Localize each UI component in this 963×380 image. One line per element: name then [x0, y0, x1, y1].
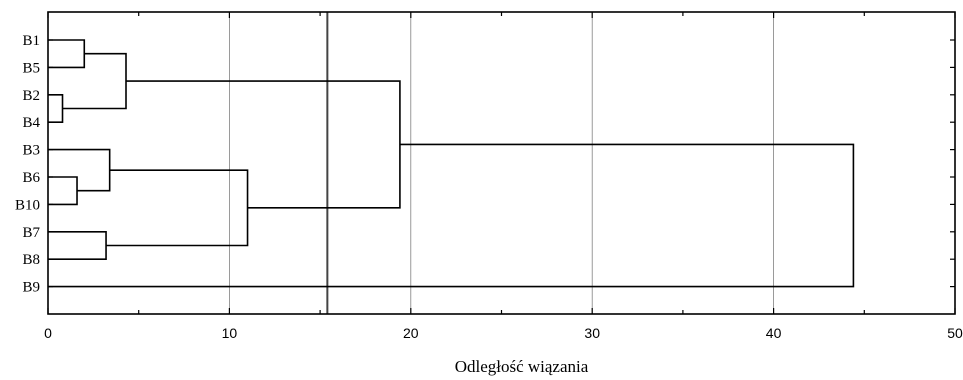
- dendrogram-link: [48, 39, 86, 69]
- x-tick-label: 40: [766, 325, 782, 341]
- x-axis-title: Odległość wiązania: [455, 357, 589, 376]
- leaf-labels: B1 B5 B2 B4 B3 B6 B10 B7 B8 B9: [15, 33, 41, 296]
- x-tick-label: 50: [947, 325, 963, 341]
- leaf-label: B1: [22, 33, 40, 49]
- x-tick-label: 30: [584, 325, 600, 341]
- dendrogram-link: [62, 52, 127, 110]
- leaf-label: B4: [22, 115, 40, 131]
- dendrogram-link: [126, 80, 401, 209]
- dendrogram-link: [48, 231, 107, 260]
- leaf-label: B10: [15, 197, 40, 213]
- dendrogram-links: [48, 39, 855, 288]
- dendrogram-link: [48, 143, 855, 288]
- x-tick-label: 20: [403, 325, 419, 341]
- plot-frame: [47, 11, 956, 315]
- dendrogram-link: [106, 169, 249, 247]
- x-tick-label: 10: [222, 325, 238, 341]
- leaf-label: B6: [22, 170, 40, 186]
- leaf-label: B9: [22, 280, 40, 296]
- x-tick-label: 0: [44, 325, 52, 341]
- axis-ticks: [47, 12, 956, 314]
- x-tick-labels: 0 10 20 30 40 50: [44, 325, 963, 341]
- leaf-label: B7: [22, 225, 40, 241]
- leaf-label: B5: [22, 60, 40, 76]
- dendrogram-link: [48, 94, 64, 123]
- grid-layer: [228, 12, 774, 314]
- leaf-label: B3: [22, 143, 40, 159]
- dendrogram-link: [48, 176, 78, 206]
- leaf-label: B2: [22, 88, 40, 104]
- dendrogram-link: [48, 148, 111, 192]
- leaf-label: B8: [22, 252, 40, 268]
